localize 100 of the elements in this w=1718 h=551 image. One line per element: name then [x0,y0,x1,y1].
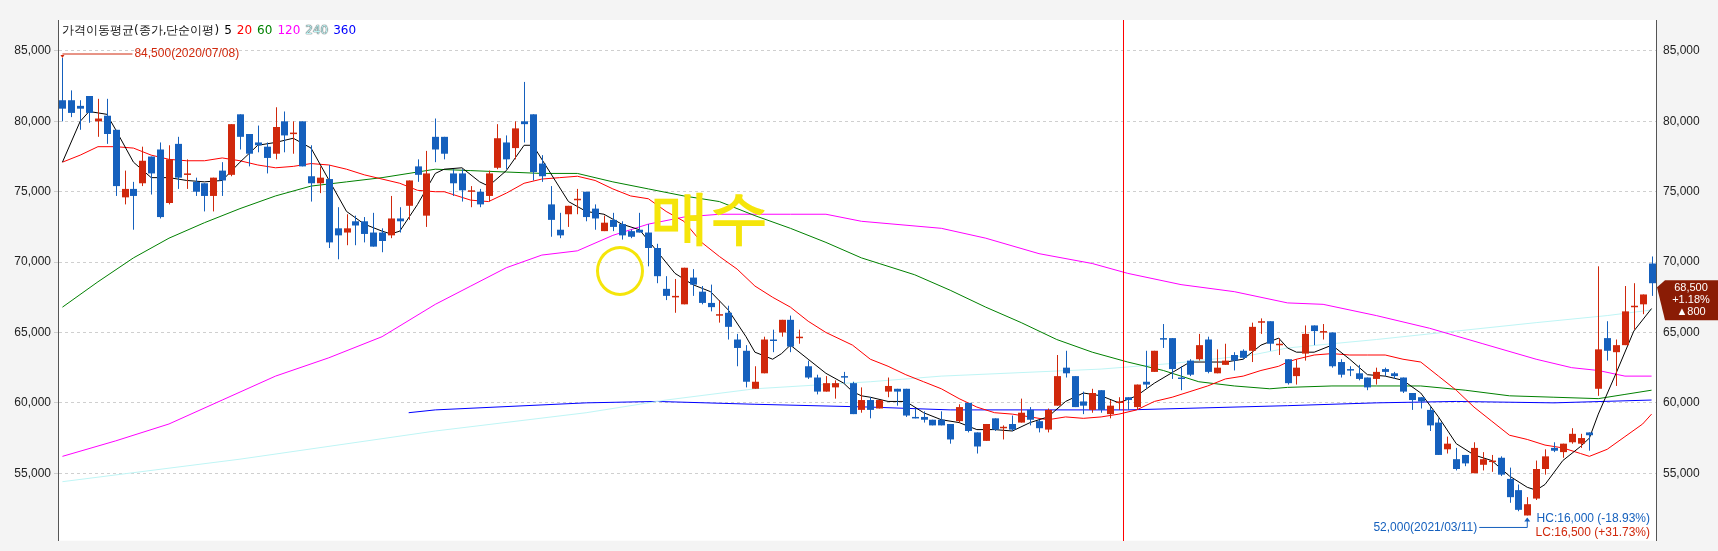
text: 5 [224,23,232,37]
candlestick [210,177,217,212]
candlestick [1267,320,1274,352]
y2-tick-label: 85,000 [1663,43,1701,58]
candlestick [1089,388,1096,414]
text: 20 [236,23,253,37]
candlestick [1320,323,1327,341]
y-tick-label: 55,000 [14,465,52,480]
candlestick [1453,447,1460,471]
candlestick [1098,389,1105,414]
candlestick [477,188,484,208]
candlestick [814,374,821,395]
candlestick [317,165,324,194]
candlestick [1231,351,1238,371]
candlestick [344,213,351,246]
candlestick [1027,406,1034,426]
candlestick [645,223,652,267]
candlestick [139,146,146,187]
y-tick-label: 80,000 [14,113,52,128]
y-tick-label: 85,000 [14,43,52,58]
candlestick [1293,358,1300,386]
y2-tick-label: 80,000 [1663,113,1701,128]
candlestick [539,154,546,183]
candlestick [1302,324,1309,362]
candlestick [1045,407,1052,433]
candlestick [885,377,892,398]
candlestick [432,118,439,163]
candlestick [148,156,155,196]
annotation: LC:16,500 (+31.73%) [1535,525,1650,540]
candlestick [690,268,697,297]
candlestick [77,99,84,131]
candlestick [1604,320,1611,362]
candlestick [352,215,359,246]
candlestick [388,195,395,239]
candlestick [459,168,466,203]
y2-tick-label: 75,000 [1663,184,1701,199]
candlestick [237,113,244,150]
candlestick [1311,324,1318,346]
candlestick [1258,317,1265,335]
candlestick [1586,431,1593,452]
candlestick [264,141,271,174]
text: 68,500 [1674,281,1708,294]
candlestick [1196,333,1203,362]
candlestick [1160,323,1167,349]
candlestick [246,133,253,167]
candlestick [104,98,111,145]
candlestick [1498,455,1505,477]
candlestick [734,333,741,367]
y-tick-label: 75,000 [14,184,52,199]
candlestick [335,206,342,260]
y2-tick-label: 55,000 [1663,465,1701,480]
candlestick [1649,255,1656,297]
text: 360 [333,23,357,37]
y-tick-label: 70,000 [14,254,52,269]
candlestick [503,134,510,170]
candlestick [1613,339,1620,387]
candlestick [805,360,812,380]
candlestick [379,227,386,253]
candlestick [858,386,865,414]
y2-tick-label: 60,000 [1663,395,1701,410]
candlestick [1249,322,1256,363]
candlestick [699,285,706,305]
candlestick [663,275,670,301]
candlestick [592,203,599,231]
candlestick [1063,350,1070,379]
candlestick [415,158,422,183]
candlestick [450,168,457,197]
candlestick [1018,398,1025,424]
candlestick [122,170,129,205]
candlestick [974,431,981,455]
candlestick [130,181,137,231]
y-tick-label: 65,000 [14,324,52,339]
candlestick [1640,293,1647,315]
candlestick [1107,399,1114,419]
candlestick [486,170,493,203]
candlestick [308,144,315,203]
candlestick [1542,448,1549,476]
candlestick [521,81,528,143]
candlestick [68,89,75,118]
candlestick [1480,451,1487,471]
candlestick [255,125,262,153]
y2-tick-label: 70,000 [1663,254,1701,269]
candlestick [86,95,93,124]
candlestick [548,185,555,238]
candlestick [1285,358,1292,386]
candlestick [619,220,626,241]
annotation: 84,500(2020/07/08) [134,46,240,61]
text: ▲800 [1676,305,1706,318]
y-tick-label: 60,000 [14,395,52,410]
candlestick [468,185,475,208]
candlestick [725,305,732,341]
candlestick [708,284,715,312]
candlestick [832,379,839,400]
candlestick [184,158,191,190]
legend-title: 가격이동평균(종가,단순이평) [62,23,220,37]
candlestick [281,110,288,153]
candlestick [557,212,564,239]
candlestick [361,216,368,243]
candlestick [1134,384,1141,411]
candlestick [1338,358,1345,379]
